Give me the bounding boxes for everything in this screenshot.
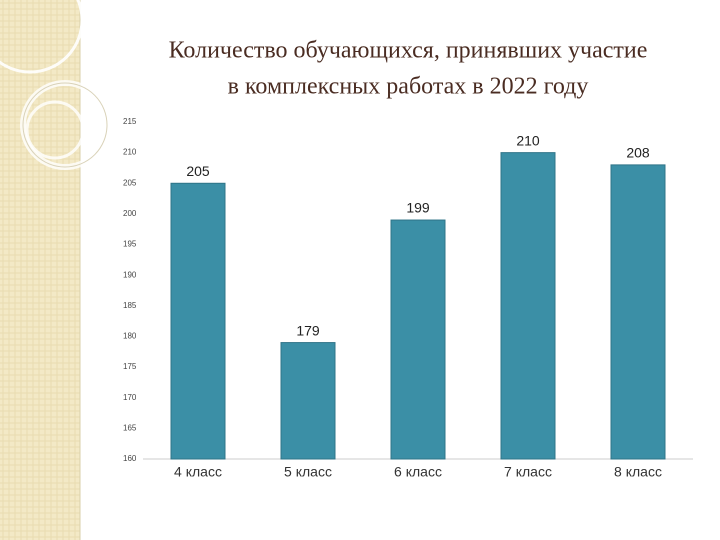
bar	[280, 342, 336, 460]
x-tick-label: 6 класс	[394, 464, 442, 480]
value-label: 208	[626, 145, 650, 161]
y-tick-label: 215	[123, 117, 137, 126]
bar	[170, 182, 226, 460]
y-tick-label: 175	[123, 362, 137, 371]
y-tick-label: 160	[123, 454, 137, 463]
value-label: 210	[516, 132, 540, 148]
y-tick-label: 170	[123, 393, 137, 402]
y-tick-label: 180	[123, 332, 137, 341]
x-tick-label: 8 класс	[614, 464, 662, 480]
bar	[390, 219, 446, 460]
value-label: 179	[296, 322, 320, 338]
bar	[610, 164, 666, 460]
bar	[500, 152, 556, 460]
chart-title: в комплексных работах в 2022 году	[228, 74, 589, 100]
y-tick-label: 165	[123, 423, 137, 432]
y-tick-label: 195	[123, 240, 137, 249]
value-label: 199	[406, 200, 430, 216]
y-tick-label: 190	[123, 270, 137, 279]
decoration	[0, 0, 110, 540]
y-tick-label: 200	[123, 209, 137, 218]
y-tick-label: 210	[123, 148, 137, 157]
value-label: 205	[186, 163, 210, 179]
y-tick-label: 205	[123, 178, 137, 187]
x-tick-label: 5 класс	[284, 464, 332, 480]
x-tick-label: 7 класс	[504, 464, 552, 480]
x-tick-label: 4 класс	[174, 464, 222, 480]
chart-title: Количество обучающихся, принявших участи…	[169, 38, 648, 64]
y-tick-label: 185	[123, 301, 137, 310]
plot: 160 165 170 175 180 185 190 195 200 205 210 215 4 кл…	[123, 117, 693, 480]
